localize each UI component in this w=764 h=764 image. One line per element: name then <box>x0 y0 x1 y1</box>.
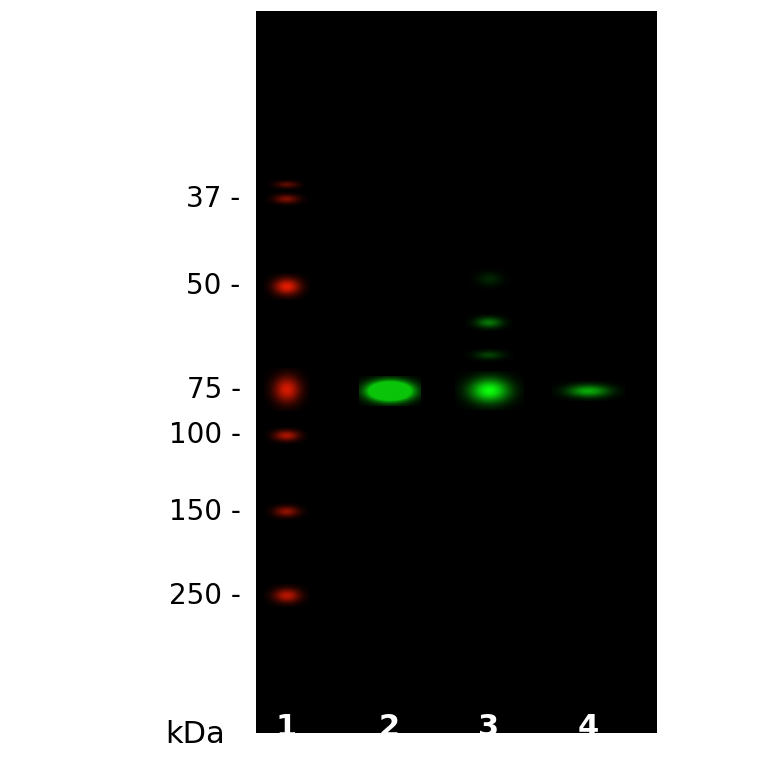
Text: 50 -: 50 - <box>186 273 241 300</box>
Text: 100 -: 100 - <box>169 422 241 449</box>
Text: 2: 2 <box>379 713 400 742</box>
Text: 250 -: 250 - <box>169 582 241 610</box>
Text: 75 -: 75 - <box>186 376 241 403</box>
Bar <box>256 11 657 733</box>
Text: 37 -: 37 - <box>186 185 241 212</box>
Text: 150 -: 150 - <box>169 498 241 526</box>
Text: 3: 3 <box>478 713 500 742</box>
Text: kDa: kDa <box>165 720 225 749</box>
Text: 4: 4 <box>578 713 599 742</box>
Text: 1: 1 <box>276 713 297 742</box>
